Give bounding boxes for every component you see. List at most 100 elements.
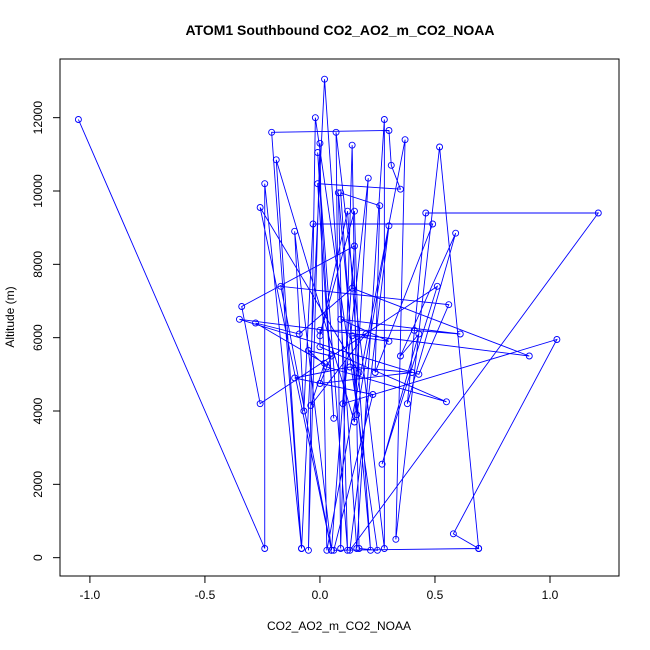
data-point: [339, 400, 347, 408]
data-point: [304, 546, 312, 554]
data-point: [344, 207, 351, 215]
data-point: [261, 180, 269, 188]
data-point: [261, 545, 269, 552]
data-point: [311, 114, 319, 122]
data-point: [436, 143, 444, 151]
data-point: [309, 220, 317, 228]
data-point: [316, 326, 324, 334]
data-point: [330, 414, 338, 422]
data-point: [328, 546, 335, 554]
data-point: [397, 185, 404, 193]
data-point: [344, 546, 351, 554]
data-point: [385, 222, 393, 230]
data-point: [316, 343, 324, 351]
data-point: [392, 535, 400, 543]
data-point: [332, 128, 340, 136]
data-point: [362, 330, 370, 338]
data-point: [367, 546, 375, 554]
data-point: [321, 75, 328, 83]
data-point: [525, 352, 533, 360]
data-point: [415, 330, 423, 338]
data-point: [348, 332, 356, 340]
data-point: [330, 546, 338, 554]
y-axis: 0 2000 4000 6000 8000 10000 12000: [31, 101, 61, 561]
x-tick-label: 0.0: [312, 588, 329, 602]
data-point: [553, 336, 561, 343]
data-point: [316, 139, 324, 147]
data-point: [300, 407, 308, 415]
data-point: [443, 398, 450, 406]
data-point: [422, 209, 430, 217]
data-point: [277, 282, 285, 290]
data-point: [385, 127, 393, 134]
series-line: [77, 79, 600, 552]
data-point: [378, 460, 386, 468]
data-point: [348, 284, 356, 292]
data-point: [323, 546, 331, 554]
y-axis-title: Altitude (m): [3, 286, 17, 347]
data-point: [337, 545, 345, 552]
x-tick-label: -0.5: [195, 588, 216, 602]
data-point: [353, 411, 361, 419]
data-point: [401, 136, 409, 144]
data-point: [334, 189, 342, 197]
data-point: [385, 337, 393, 345]
data-point: [316, 380, 324, 387]
y-tick-label: 12000: [31, 101, 45, 135]
x-tick-label: 1.0: [542, 588, 559, 602]
x-tick-label: 0.5: [427, 588, 444, 602]
data-point: [314, 180, 322, 188]
data-point: [397, 352, 404, 360]
data-point: [445, 301, 453, 309]
data-point: [235, 315, 243, 323]
data-point: [74, 116, 82, 123]
data-point: [337, 189, 345, 197]
x-tick-label: -1.0: [80, 588, 101, 602]
data-point: [268, 128, 276, 136]
chart-title: ATOM1 Southbound CO2_AO2_m_CO2_NOAA: [185, 22, 494, 38]
data-point: [256, 204, 264, 211]
y-tick-label: 0: [31, 554, 45, 561]
y-tick-label: 10000: [31, 174, 45, 208]
y-tick-label: 8000: [31, 251, 45, 278]
data-point: [316, 332, 324, 340]
data-point: [321, 359, 328, 367]
data-point: [351, 207, 358, 215]
data-point: [364, 174, 372, 182]
data-point: [314, 149, 322, 156]
y-tick-label: 4000: [31, 397, 45, 424]
data-point: [328, 352, 335, 360]
data-point: [337, 315, 345, 323]
data-point: [387, 161, 395, 169]
data-point: [403, 400, 411, 408]
data-point: [355, 545, 363, 552]
data-point: [355, 369, 363, 376]
data-point: [408, 369, 416, 376]
data-point: [346, 363, 354, 371]
data-point: [307, 402, 315, 409]
data-point: [238, 303, 246, 310]
data-point: [456, 330, 464, 338]
data-point: [291, 227, 299, 235]
data-point: [351, 418, 358, 426]
data-point: [475, 545, 483, 552]
data-point: [272, 156, 280, 164]
data-point: [429, 220, 437, 228]
y-tick-label: 6000: [31, 324, 45, 351]
data-point: [295, 330, 303, 338]
data-point: [353, 545, 361, 552]
data-point: [433, 282, 441, 290]
data-point: [351, 242, 358, 250]
data-point: [449, 530, 457, 538]
data-point: [415, 370, 423, 378]
data-point: [304, 347, 312, 354]
data-point: [323, 363, 331, 371]
x-axis: -1.0 -0.5 0.0 0.5 1.0: [80, 575, 559, 602]
data-point: [346, 546, 354, 554]
data-point: [380, 116, 388, 123]
data-point: [374, 546, 381, 554]
data-point: [376, 202, 384, 210]
data-point: [452, 229, 460, 237]
